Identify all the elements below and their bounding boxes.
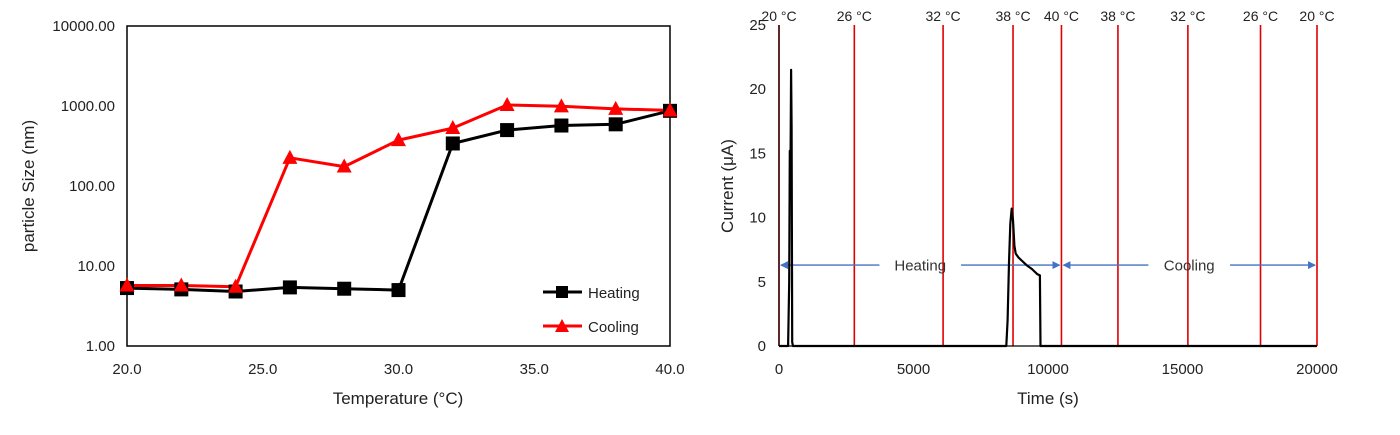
cooling-point	[553, 98, 569, 113]
y-tick-label: 1000.00	[61, 98, 115, 115]
y-tick-label: 5	[758, 274, 766, 291]
cooling-point	[391, 132, 406, 147]
x-tick-label: 35.0	[520, 361, 549, 378]
cooling-point	[499, 96, 515, 111]
temperature-label: 26 °C	[837, 8, 872, 24]
temperature-label: 38 °C	[995, 8, 1030, 24]
y-tick-label: 10000.00	[52, 18, 115, 35]
cooling-point	[228, 278, 244, 293]
cooling-point	[336, 158, 352, 173]
cooling-point	[662, 102, 678, 117]
temperature-label: 38 °C	[1100, 8, 1135, 24]
legend-entry-cooling: Cooling	[543, 319, 639, 336]
x-tick-label: 15000	[1162, 361, 1204, 378]
cooling-point	[119, 277, 135, 292]
x-axis-label: Temperature (°C)	[333, 389, 464, 408]
x-tick-label: 20000	[1296, 361, 1338, 378]
y-tick-label: 1.00	[86, 338, 115, 355]
legend-heating-marker	[556, 286, 568, 298]
cooling-point	[445, 120, 461, 135]
x-tick-labels: 0 5000 10000 15000 20000	[775, 361, 1338, 378]
heating-point	[608, 117, 623, 132]
temperature-label: 32 °C	[1170, 8, 1205, 24]
y-tick-label: 15	[749, 145, 766, 162]
cooling-point	[173, 277, 189, 292]
y-axis-label-current: Current (μA)	[718, 139, 737, 233]
x-tick-label: 40.0	[655, 361, 684, 378]
cooling-point	[282, 149, 298, 164]
temperature-labels: 20 °C 26 °C 32 °C 38 °C 40 °C 38 °C 32 °C 26 °C…	[761, 8, 1334, 24]
temperature-label: 32 °C	[926, 8, 961, 24]
legend-cooling-label: Cooling	[588, 319, 639, 336]
cooling-point	[608, 100, 624, 115]
heating-point	[554, 118, 569, 133]
size-vs-temperature-chart: 1.00 10.00 100.00 1000.00 10000.00 20.0 25.0 3…	[19, 18, 685, 408]
x-tick-label: 20.0	[112, 361, 141, 378]
heating-point	[500, 123, 515, 138]
heating-phase-label: Heating	[894, 258, 946, 275]
y-tick-label: 100.00	[69, 178, 115, 195]
cooling-phase-label: Cooling	[1164, 258, 1215, 275]
x-tick-labels: 20.0 25.0 30.0 35.0 40.0	[112, 361, 684, 378]
y-axis-label: particle Size (nm)	[19, 120, 38, 252]
y-tick-labels: 1.00 10.00 100.00 1000.00 10000.00	[52, 18, 115, 355]
x-tick-label: 25.0	[248, 361, 277, 378]
heating-point	[337, 281, 352, 296]
legend-cooling-marker	[555, 319, 569, 332]
y-tick-label: 25	[749, 17, 766, 34]
x-tick-label: 30.0	[384, 361, 413, 378]
temperature-label: 40 °C	[1044, 8, 1079, 24]
series-markers	[119, 96, 678, 299]
y-tick-label: 20	[749, 81, 766, 98]
phase-arrows: Heating Cooling	[780, 258, 1316, 275]
legend-heating-label: Heating	[588, 285, 640, 302]
y-tick-label: 10.00	[77, 258, 115, 275]
temperature-label: 20 °C	[761, 8, 796, 24]
x-tick-label: 0	[775, 361, 783, 378]
temperature-reference-lines	[778, 25, 1318, 346]
x-tick-label: 5000	[897, 361, 930, 378]
x-axis-label-time: Time (s)	[1017, 389, 1079, 408]
y-tick-label: 10	[749, 210, 766, 227]
legend-entry-heating: Heating	[543, 285, 640, 302]
heating-point	[391, 283, 406, 298]
temperature-label: 20 °C	[1299, 8, 1334, 24]
y-tick-labels: 0 5 10 15 20 25	[749, 17, 766, 355]
x-tick-label: 10000	[1027, 361, 1069, 378]
y-tick-label: 0	[758, 338, 766, 355]
current-vs-time-chart: 20 °C 26 °C 32 °C 38 °C 40 °C 38 °C 32 °C 26 °C…	[718, 8, 1338, 408]
current-series-line	[779, 68, 1317, 348]
legend: Heating Cooling	[543, 285, 640, 336]
heating-point	[445, 136, 460, 151]
heating-point	[282, 280, 297, 295]
temperature-label: 26 °C	[1243, 8, 1278, 24]
